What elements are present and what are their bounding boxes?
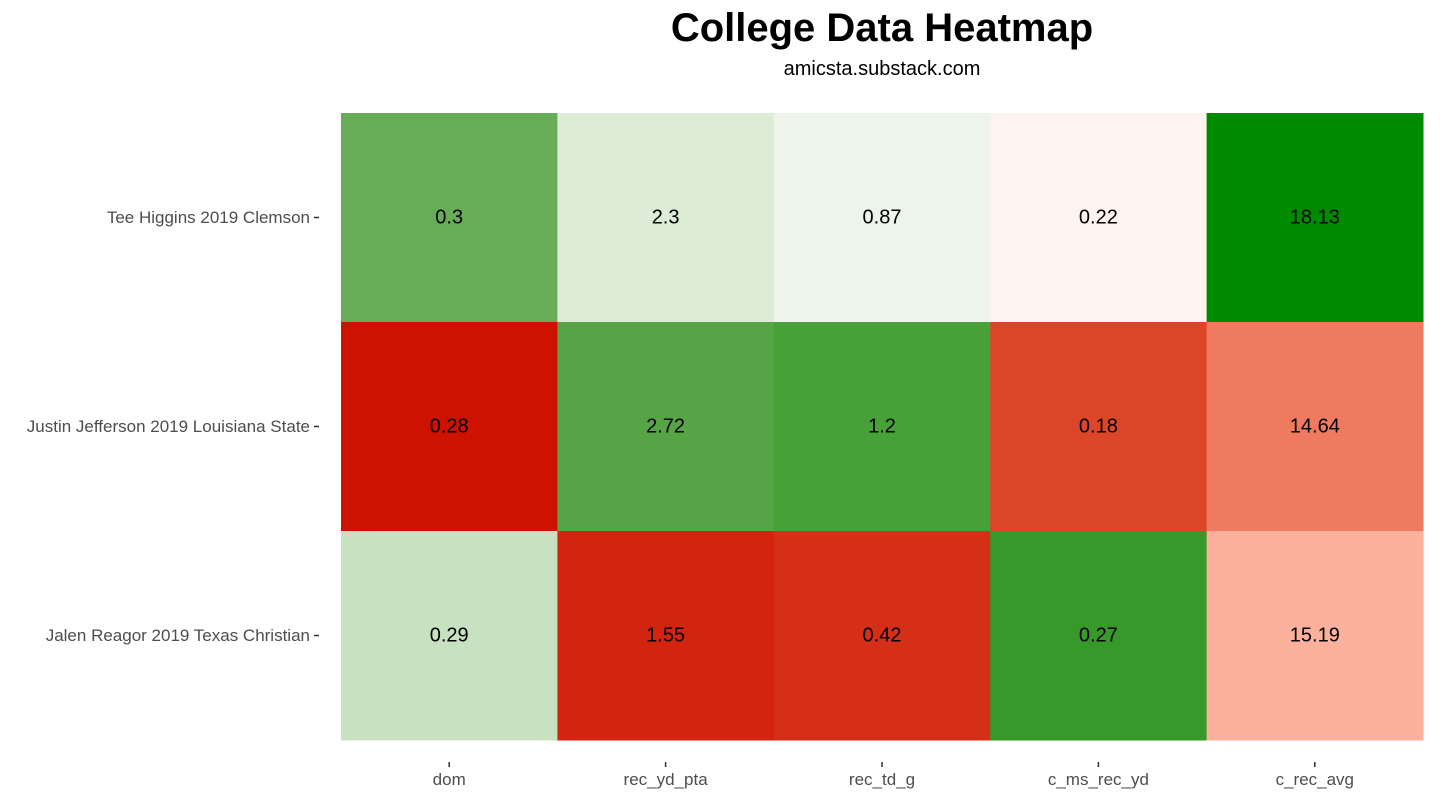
cell-value-label: 2.3 xyxy=(652,207,680,229)
heatmap-cell xyxy=(557,531,775,741)
cell-value-label: 0.87 xyxy=(863,207,902,229)
heatmap-cell xyxy=(990,113,1208,323)
cell-value-label: 0.29 xyxy=(430,625,469,647)
heatmap-cell xyxy=(1206,531,1424,741)
cell-value-label: 15.19 xyxy=(1290,625,1340,647)
x-axis-tick-label: rec_td_g xyxy=(849,770,915,789)
cell-value-label: 1.2 xyxy=(868,416,896,438)
cell-value-label: 0.3 xyxy=(435,207,463,229)
cell-value-label: 1.55 xyxy=(646,625,685,647)
heatmap-cell xyxy=(1206,113,1424,323)
heatmap-cell xyxy=(1206,322,1424,532)
x-axis-tick-label: rec_yd_pta xyxy=(624,770,709,789)
heatmap-cell xyxy=(990,531,1208,741)
heatmap-cell xyxy=(773,113,991,323)
x-axis-tick-label: c_rec_avg xyxy=(1276,770,1354,789)
y-axis-tick-label: Justin Jefferson 2019 Louisiana State xyxy=(27,417,310,436)
x-axis-tick-label: dom xyxy=(433,770,466,789)
heatmap-cell xyxy=(557,113,775,323)
heatmap-cell xyxy=(773,531,991,741)
cell-value-label: 0.22 xyxy=(1079,207,1118,229)
chart-subtitle: amicsta.substack.com xyxy=(783,58,981,80)
cell-value-label: 18.13 xyxy=(1290,207,1340,229)
heatmap-cell xyxy=(773,322,991,532)
cell-value-label: 0.42 xyxy=(863,625,902,647)
cell-value-label: 0.18 xyxy=(1079,416,1118,438)
heatmap-cell xyxy=(341,113,558,323)
x-axis-tick-label: c_ms_rec_yd xyxy=(1048,770,1149,789)
cell-value-label: 2.72 xyxy=(646,416,685,438)
heatmap-cell xyxy=(341,531,558,741)
heatmap-cell xyxy=(990,322,1208,532)
cell-value-label: 0.28 xyxy=(430,416,469,438)
heatmap-cell xyxy=(557,322,775,532)
cell-value-label: 0.27 xyxy=(1079,625,1118,647)
y-axis-tick-label: Tee Higgins 2019 Clemson xyxy=(107,208,310,227)
y-axis-tick-label: Jalen Reagor 2019 Texas Christian xyxy=(46,626,310,645)
cell-value-label: 14.64 xyxy=(1290,416,1340,438)
heatmap-cell xyxy=(341,322,558,532)
chart-title: College Data Heatmap xyxy=(670,6,1094,50)
